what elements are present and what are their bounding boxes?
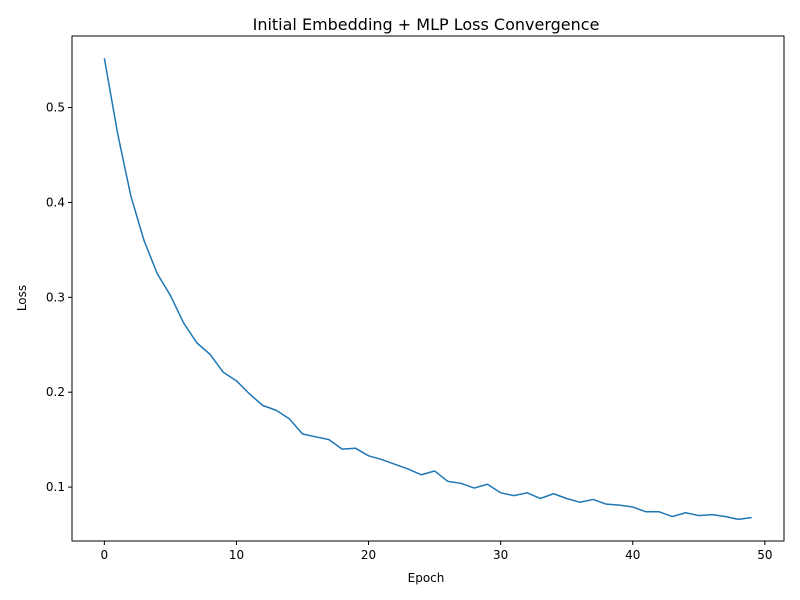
y-tick-label: 0.2 <box>46 385 65 399</box>
x-tick-label: 40 <box>625 548 640 562</box>
y-tick-label: 0.3 <box>46 290 65 304</box>
axis-ticks: 0 10 20 30 40 50 0.1 0.2 0.3 0.4 0.5 <box>46 101 773 562</box>
plot-area <box>103 58 752 521</box>
chart-title: Initial Embedding + MLP Loss Convergence <box>253 15 600 34</box>
loss-series-line <box>103 58 752 521</box>
y-tick-label: 0.1 <box>46 480 65 494</box>
y-axis-label: Loss <box>15 285 29 311</box>
x-axis-label: Epoch <box>408 571 445 585</box>
x-tick-label: 30 <box>493 548 508 562</box>
y-tick-label: 0.5 <box>46 101 65 115</box>
x-tick-label: 50 <box>757 548 772 562</box>
x-tick-label: 10 <box>229 548 244 562</box>
plot-frame <box>71 35 785 542</box>
x-tick-label: 20 <box>361 548 376 562</box>
x-tick-label: 0 <box>101 548 109 562</box>
y-tick-label: 0.4 <box>46 195 65 209</box>
